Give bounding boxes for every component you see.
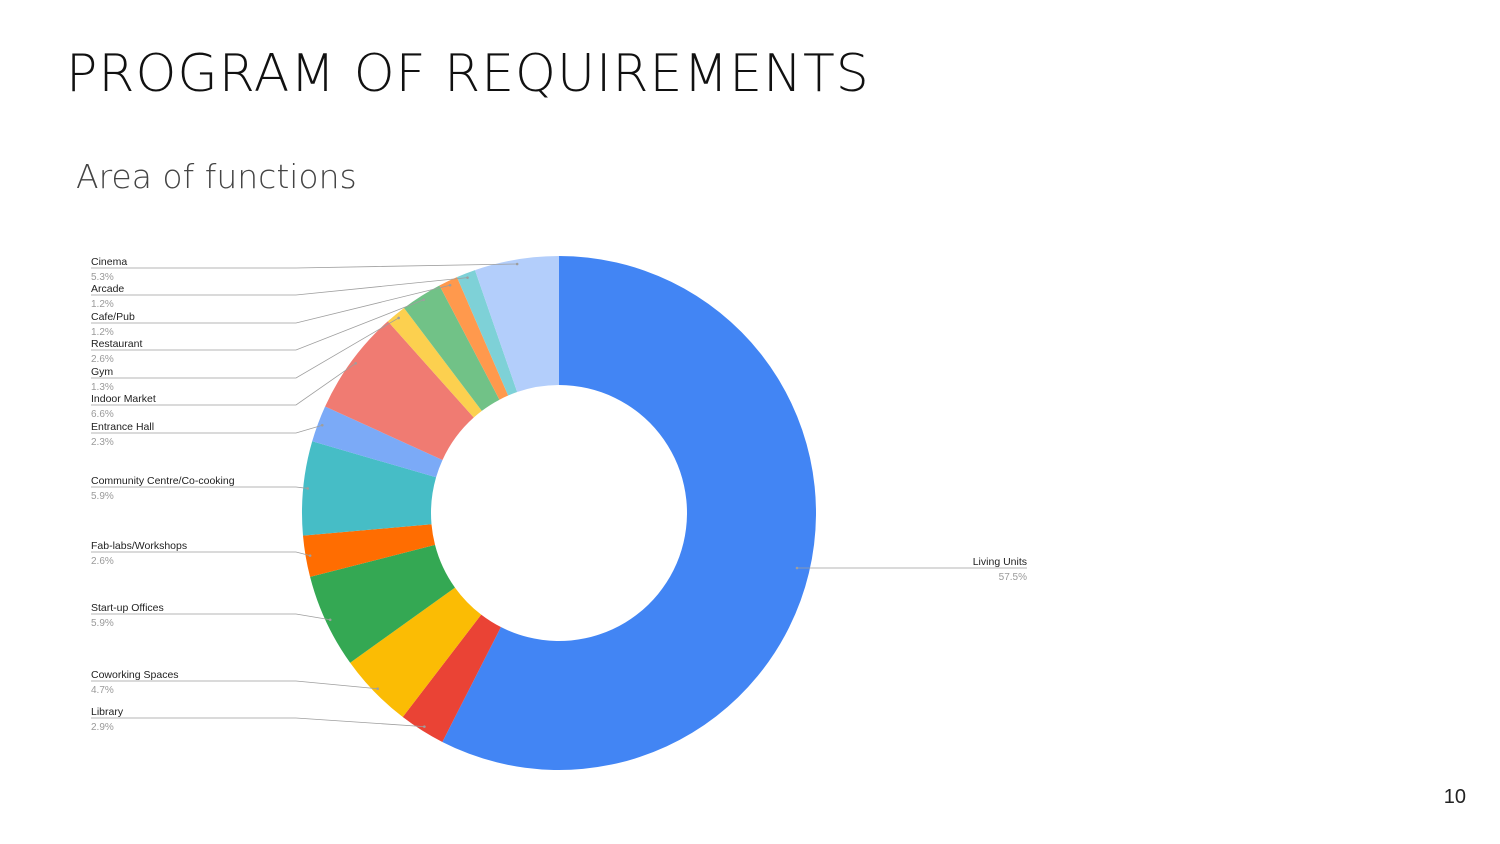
leader-dot-restaurant: [422, 298, 426, 302]
page-number: 10: [1443, 786, 1466, 808]
label-cafe-pub: Cafe/Pub: [91, 311, 135, 323]
leader-dot-community-centre-co-cooking: [306, 487, 309, 490]
leader-line-coworking-spaces: [91, 680, 378, 690]
leader-dot-gym: [397, 316, 400, 320]
slice-arcade: [456, 270, 518, 396]
percent-cafe-pub: 1.2%: [91, 327, 114, 338]
leader-line-restaurant: [91, 299, 424, 351]
percent-cinema: 5.3%: [91, 272, 114, 283]
leader-dot-indoor-market: [354, 362, 357, 365]
leader-line-community-centre-co-cooking: [91, 486, 308, 489]
label-living-units: Living Units: [973, 556, 1027, 568]
label-library: Library: [91, 706, 124, 718]
percent-coworking-spaces: 4.7%: [91, 685, 114, 696]
slice-cinema: [474, 256, 559, 393]
leader-dot-cinema: [515, 262, 519, 266]
percent-entrance-hall: 2.3%: [91, 437, 114, 448]
leader-line-cinema: [91, 263, 518, 269]
percent-library: 2.9%: [91, 722, 114, 733]
leader-line-entrance-hall: [91, 424, 323, 434]
label-arcade: Arcade: [91, 283, 124, 295]
label-cinema: Cinema: [91, 256, 127, 268]
donut-slices: [302, 256, 817, 770]
percent-fab-labs-workshops: 2.6%: [91, 556, 114, 567]
percent-arcade: 1.2%: [91, 299, 114, 310]
slice-start-up-offices: [310, 544, 455, 663]
slice-gym: [387, 307, 482, 418]
leader-line-cafe-pub: [91, 284, 451, 324]
slice-entrance-hall: [312, 406, 443, 478]
slice-library: [402, 614, 501, 742]
slide-subtitle: Area of functions: [76, 157, 357, 196]
slice-coworking-spaces: [350, 587, 482, 718]
leader-line-start-up-offices: [91, 613, 331, 621]
slice-labels: Living Units 57.5% Library 2.9% Coworking Sp…: [91, 256, 1027, 733]
leader-dot-fab-labs-workshops: [308, 554, 312, 557]
percent-start-up-offices: 5.9%: [91, 618, 114, 629]
leader-dot-living-units: [795, 566, 799, 570]
label-coworking-spaces: Coworking Spaces: [91, 669, 179, 681]
slice-living-units: [442, 256, 817, 770]
percent-living-units: 57.5%: [999, 572, 1027, 583]
label-fab-labs-workshops: Fab-labs/Workshops: [91, 540, 187, 552]
slice-restaurant: [404, 285, 500, 411]
leader-dot-coworking-spaces: [376, 687, 379, 691]
label-entrance-hall: Entrance Hall: [91, 421, 154, 433]
percent-restaurant: 2.6%: [91, 354, 114, 365]
leader-dot-arcade: [466, 276, 469, 279]
slide-title: PROGRAM OF REQUIREMENTS: [66, 44, 870, 104]
leader-dot-start-up-offices: [328, 618, 332, 622]
label-restaurant: Restaurant: [91, 338, 142, 350]
leader-line-library: [91, 717, 425, 728]
percent-gym: 1.3%: [91, 382, 114, 393]
leader-dot-entrance-hall: [320, 423, 324, 427]
leader-line-indoor-market: [91, 362, 356, 406]
slice-cafe-pub: [439, 277, 509, 400]
slice-fab-labs-workshops: [302, 524, 436, 577]
slice-community-centre-co-cooking: [302, 441, 437, 536]
percent-indoor-market: 6.6%: [91, 409, 114, 420]
leader-line-gym: [91, 317, 399, 379]
label-gym: Gym: [91, 366, 113, 378]
leader-line-arcade: [91, 277, 468, 296]
leader-dot-library: [423, 725, 426, 728]
percent-community-centre-co-cooking: 5.9%: [91, 491, 114, 502]
label-community-centre-co-cooking: Community Centre/Co-cooking: [91, 475, 235, 487]
leader-dot-cafe-pub: [448, 283, 452, 287]
leader-line-fab-labs-workshops: [91, 551, 311, 557]
slice-indoor-market: [325, 321, 474, 460]
label-start-up-offices: Start-up Offices: [91, 602, 164, 614]
label-indoor-market: Indoor Market: [91, 393, 156, 405]
